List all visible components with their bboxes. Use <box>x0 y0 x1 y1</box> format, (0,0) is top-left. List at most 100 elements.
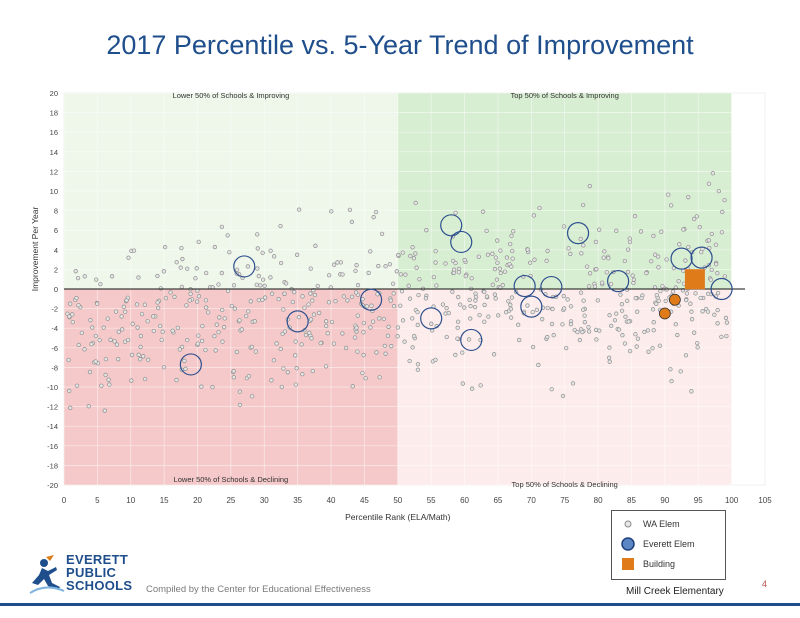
wa-elem-point <box>333 299 338 304</box>
wa-elem-point <box>252 319 258 324</box>
wa-elem-point <box>568 251 573 257</box>
chart-title: 2017 Percentile vs. 5-Year Trend of Impr… <box>106 30 694 60</box>
wa-elem-point <box>497 266 502 271</box>
wa-elem-point <box>492 292 498 297</box>
wa-elem-point <box>416 292 421 298</box>
wa-elem-point <box>686 244 691 250</box>
x-axis-ticks: 0 5 10 15 20 25 30 35 40 45 50 55 60 65 70 75 80 85 90 95 10… <box>62 496 772 505</box>
wa-elem-point <box>390 281 396 286</box>
wa-elem-point <box>724 333 729 339</box>
wa-elem-point <box>376 263 381 269</box>
wa-elem-point <box>99 383 104 388</box>
wa-elem-point <box>659 229 664 234</box>
wa-elem-point <box>220 307 225 313</box>
wa-elem-point <box>310 298 315 303</box>
wa-elem-point <box>408 253 413 259</box>
wa-elem-point <box>545 334 550 340</box>
wa-elem-point <box>187 298 192 303</box>
wa-elem-point <box>595 298 600 303</box>
wa-elem-point <box>715 307 720 313</box>
wa-elem-point <box>194 299 200 304</box>
everett-elem-point <box>520 295 543 318</box>
wa-elem-point <box>398 272 403 277</box>
wa-elem-point <box>625 298 630 303</box>
wa-elem-point <box>606 355 612 360</box>
wa-elem-point <box>528 260 533 265</box>
wa-elem-point <box>675 332 680 338</box>
wa-elem-point <box>532 257 537 262</box>
logo-line-3: SCHOOLS <box>66 578 133 593</box>
wa-elem-point <box>564 345 569 351</box>
wa-elem-point <box>601 255 606 260</box>
wa-elem-point <box>587 271 593 276</box>
wa-elem-point <box>688 301 693 306</box>
wa-elem-point <box>473 298 478 303</box>
wa-elem-point <box>268 248 273 253</box>
wa-elem-point <box>494 277 500 282</box>
x-tick-label: 20 <box>193 496 202 505</box>
wa-elem-point <box>651 328 656 333</box>
wa-elem-point <box>633 296 638 301</box>
wa-elem-point <box>516 322 521 327</box>
everett-elem-point <box>513 274 536 298</box>
wa-elem-point <box>586 329 592 334</box>
wa-elem-point <box>361 320 366 326</box>
wa-elem-point <box>308 291 313 296</box>
building-point <box>658 307 671 320</box>
wa-elem-point <box>457 302 463 307</box>
wa-elem-point <box>361 330 366 335</box>
wa-elem-point <box>455 336 460 341</box>
wa-elem-point <box>443 261 448 266</box>
wa-elem-point <box>360 370 365 376</box>
wa-elem-point <box>705 309 711 314</box>
y-tick-label: 18 <box>50 109 58 118</box>
wa-elem-point <box>622 341 628 346</box>
wa-elem-point <box>97 337 102 343</box>
wa-elem-point <box>508 302 513 307</box>
wa-elem-point <box>614 311 619 316</box>
wa-elem-point <box>95 301 100 306</box>
wa-elem-point <box>433 248 438 254</box>
wa-elem-point <box>232 306 238 311</box>
wa-elem-point <box>490 251 495 256</box>
wa-elem-point <box>677 242 682 247</box>
wa-elem-point <box>389 344 394 349</box>
wa-elem-point <box>255 232 260 237</box>
x-tick-label: 15 <box>160 496 169 505</box>
wa-elem-point <box>120 327 125 332</box>
wa-elem-point <box>530 344 536 350</box>
wa-elem-point <box>283 281 289 286</box>
wa-elem-point <box>255 266 260 271</box>
wa-elem-point <box>363 376 368 381</box>
wa-elem-point <box>161 269 167 274</box>
wa-elem-point <box>455 319 461 324</box>
wa-elem-point <box>578 236 583 242</box>
wa-elem-point <box>511 229 516 234</box>
wa-elem-point <box>469 276 474 281</box>
wa-elem-point <box>394 269 399 274</box>
wa-elem-point <box>74 295 79 301</box>
wa-elem-point <box>196 333 201 338</box>
wa-elem-point <box>580 202 586 208</box>
wa-elem-point <box>74 383 80 388</box>
wa-elem-point <box>453 210 458 215</box>
everett-elem-point <box>233 255 256 278</box>
wa-elem-point <box>113 309 119 314</box>
wa-elem-point <box>249 344 255 350</box>
wa-elem-point <box>614 228 619 233</box>
chart-legend: WA Elem Everett Elem Building <box>611 510 726 580</box>
wa-elem-point <box>537 205 542 211</box>
wa-elem-point <box>180 256 185 262</box>
wa-elem-point <box>386 324 391 329</box>
wa-elem-point <box>444 306 449 311</box>
wa-elem-point <box>134 302 140 307</box>
wa-elem-point <box>316 310 322 316</box>
wa-elem-point <box>278 223 283 229</box>
y-tick-label: -20 <box>47 481 58 490</box>
wa-elem-point <box>476 254 481 259</box>
everett-elem-point <box>710 277 733 301</box>
wa-elem-point <box>93 359 98 364</box>
wa-elem-point <box>693 291 698 296</box>
wa-elem-point <box>331 262 337 267</box>
wa-elem-point <box>309 336 314 341</box>
